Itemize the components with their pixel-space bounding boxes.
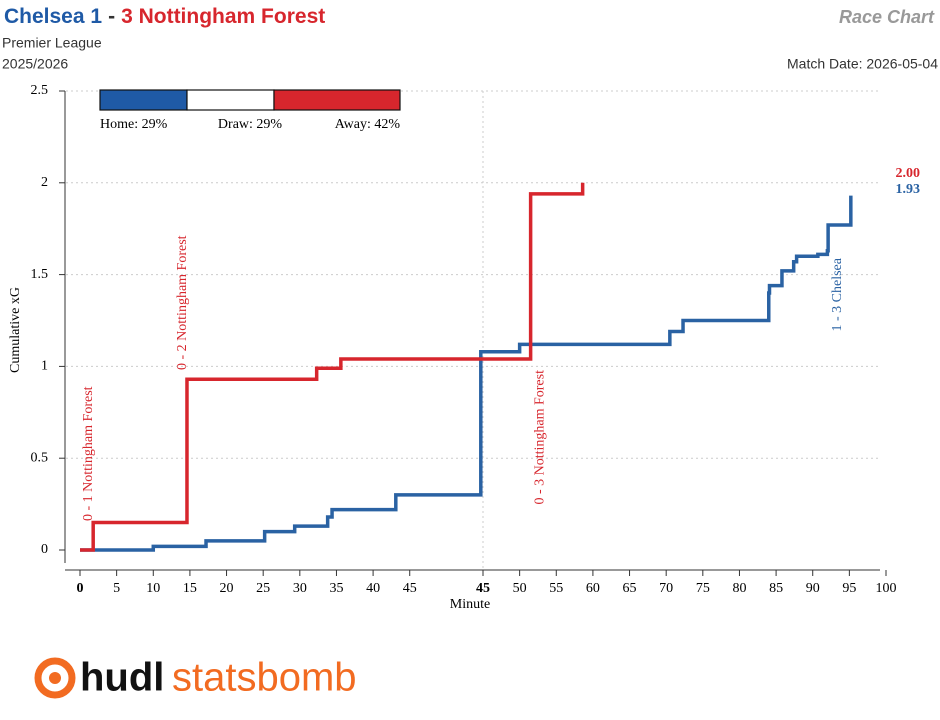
x-tick-label: 65 xyxy=(623,581,637,596)
xg-line xyxy=(80,195,853,552)
y-axis-label: Cumulative xG xyxy=(8,287,23,373)
x-tick-label: 15 xyxy=(183,581,197,596)
goal-annotation: 1 - 3 Chelsea xyxy=(830,257,845,331)
x-tick-label: 5 xyxy=(113,581,120,596)
goal-annotation: 0 - 3 Nottingham Forest xyxy=(532,370,547,505)
logo-icon-core xyxy=(49,672,61,684)
x-tick-label: 85 xyxy=(769,581,783,596)
final-label: 2.00 xyxy=(896,166,921,181)
goal-annotation: 0 - 2 Nottingham Forest xyxy=(175,235,190,370)
chart-name: Race Chart xyxy=(839,7,935,27)
x-tick-label: 100 xyxy=(876,581,897,596)
goal-annotation: 0 - 1 Nottingham Forest xyxy=(81,386,96,521)
x-tick-label: 40 xyxy=(366,581,380,596)
probability-bar xyxy=(99,89,188,111)
y-tick-label: 2.5 xyxy=(31,83,49,98)
y-tick-label: 0.5 xyxy=(31,450,49,465)
final-label: 1.93 xyxy=(896,182,921,197)
season: 2025/2026 xyxy=(2,56,68,72)
logo-icon xyxy=(34,657,76,699)
x-tick-label: 50 xyxy=(513,581,527,596)
x-tick-label: 35 xyxy=(329,581,343,596)
y-tick-label: 1 xyxy=(41,359,48,374)
x-tick-label: 25 xyxy=(256,581,270,596)
probability-label: Home: 29% xyxy=(100,117,168,132)
x-tick-label: 0 xyxy=(77,581,84,596)
x-tick-label: 10 xyxy=(146,581,160,596)
probability-label: Draw: 29% xyxy=(218,117,282,132)
x-tick-label: 75 xyxy=(696,581,710,596)
x-tick-label: 30 xyxy=(293,581,307,596)
competition: Premier League xyxy=(2,35,102,51)
y-tick-label: 1.5 xyxy=(31,267,49,282)
separator: - xyxy=(108,5,115,28)
logo: hudl statsbomb xyxy=(34,656,357,700)
x-axis-label: Minute xyxy=(450,597,490,612)
x-tick-label: 80 xyxy=(732,581,746,596)
x-tick-label: 90 xyxy=(806,581,820,596)
logo-text: statsbomb xyxy=(172,656,357,700)
home-label: Chelsea 1 xyxy=(4,5,102,28)
xg-line xyxy=(80,182,585,552)
logo-text: hudl xyxy=(80,656,164,700)
y-tick-label: 2 xyxy=(41,175,48,190)
y-tick-label: 0 xyxy=(41,542,48,557)
x-tick-label: 45 xyxy=(403,581,417,596)
chart-title: Chelsea 1-3 Nottingham Forest xyxy=(4,5,325,28)
x-tick-label: 95 xyxy=(842,581,856,596)
probability-bar xyxy=(186,89,275,111)
x-tick-label: 45 xyxy=(476,581,490,596)
probability-bar xyxy=(273,89,401,111)
x-tick-label: 70 xyxy=(659,581,673,596)
x-tick-label: 60 xyxy=(586,581,600,596)
match-date: Match Date: 2026-05-04 xyxy=(787,56,938,72)
probability-label: Away: 42% xyxy=(335,117,401,132)
x-tick-label: 55 xyxy=(549,581,563,596)
x-tick-label: 20 xyxy=(220,581,234,596)
away-label: 3 Nottingham Forest xyxy=(121,5,325,28)
